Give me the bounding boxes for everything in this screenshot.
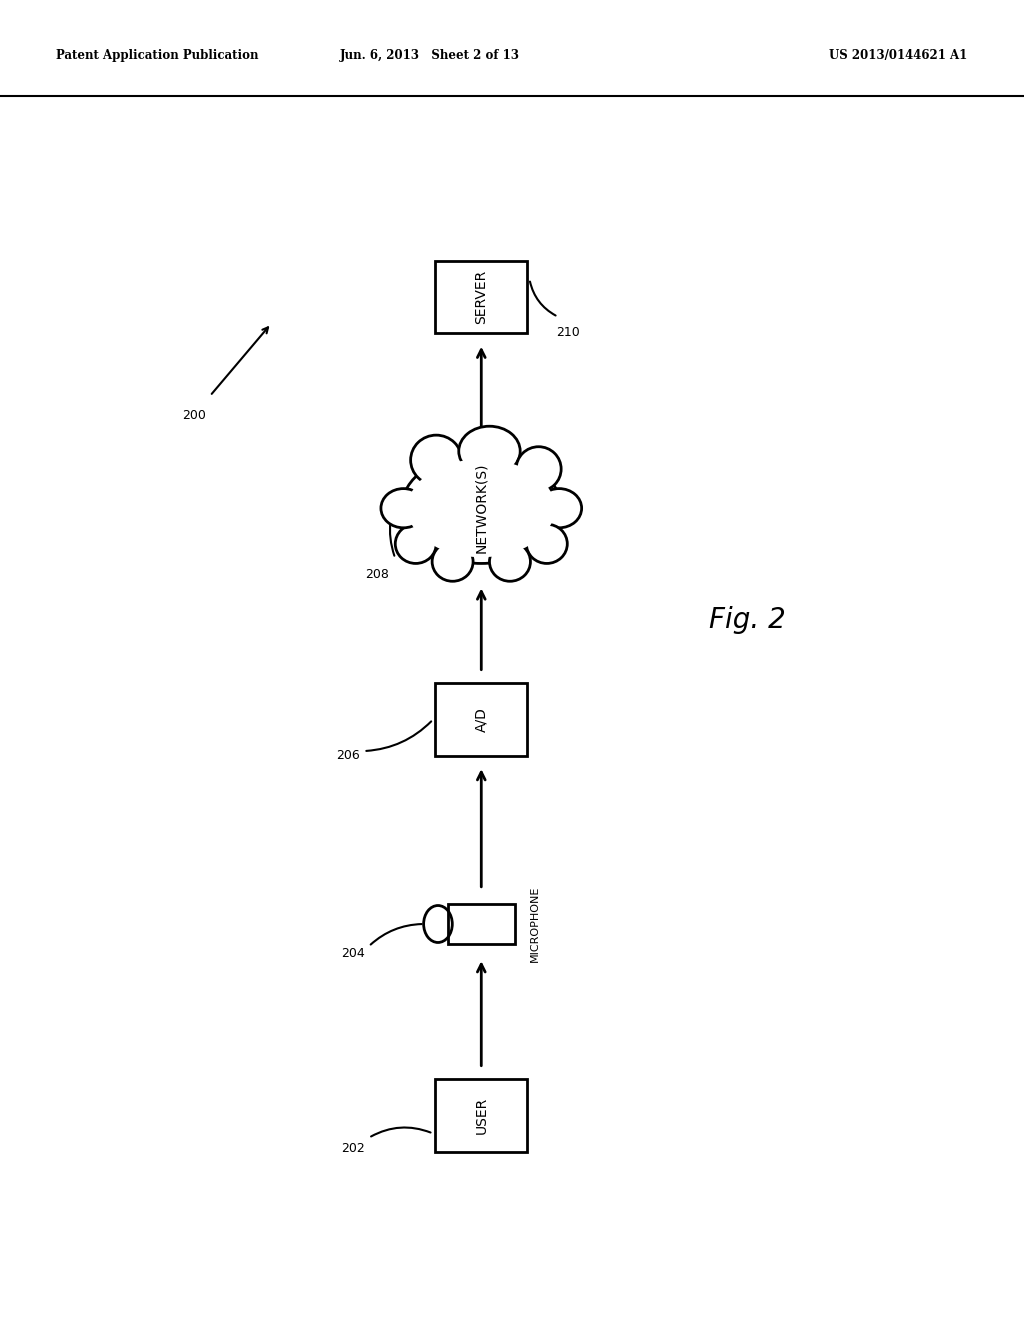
Ellipse shape bbox=[516, 446, 561, 491]
Ellipse shape bbox=[401, 453, 561, 564]
Text: MICROPHONE: MICROPHONE bbox=[530, 886, 540, 962]
Text: 208: 208 bbox=[365, 568, 389, 581]
Text: SERVER: SERVER bbox=[474, 269, 488, 325]
Ellipse shape bbox=[381, 488, 426, 528]
Text: US 2013/0144621 A1: US 2013/0144621 A1 bbox=[829, 49, 968, 62]
Text: Patent Application Publication: Patent Application Publication bbox=[56, 49, 259, 62]
Text: Jun. 6, 2013   Sheet 2 of 13: Jun. 6, 2013 Sheet 2 of 13 bbox=[340, 49, 520, 62]
Ellipse shape bbox=[411, 436, 462, 484]
Bar bbox=[435, 684, 527, 755]
Ellipse shape bbox=[432, 543, 473, 581]
Ellipse shape bbox=[526, 524, 567, 564]
Text: 210: 210 bbox=[556, 326, 581, 339]
Bar bbox=[449, 904, 514, 944]
Text: USER: USER bbox=[474, 1097, 488, 1134]
Text: 202: 202 bbox=[341, 1142, 366, 1155]
Ellipse shape bbox=[408, 459, 555, 557]
Text: 204: 204 bbox=[341, 946, 366, 960]
Ellipse shape bbox=[459, 426, 520, 477]
Ellipse shape bbox=[489, 543, 530, 581]
Text: 206: 206 bbox=[336, 748, 360, 762]
Bar bbox=[435, 260, 527, 333]
Ellipse shape bbox=[537, 488, 582, 528]
Text: A/D: A/D bbox=[474, 708, 488, 731]
Bar bbox=[435, 1080, 527, 1151]
Text: Fig. 2: Fig. 2 bbox=[710, 606, 785, 635]
Text: 200: 200 bbox=[182, 409, 207, 422]
Ellipse shape bbox=[395, 524, 436, 564]
Text: NETWORK(S): NETWORK(S) bbox=[474, 463, 488, 553]
